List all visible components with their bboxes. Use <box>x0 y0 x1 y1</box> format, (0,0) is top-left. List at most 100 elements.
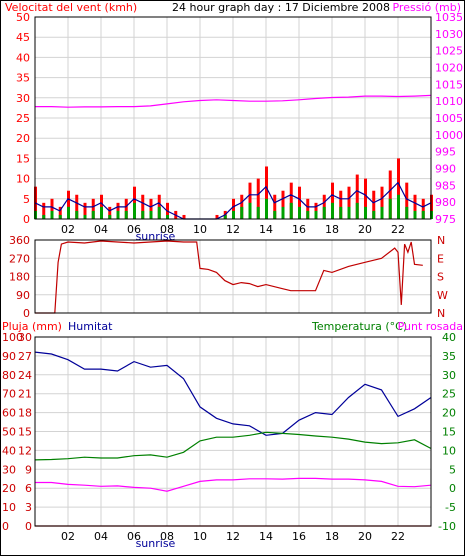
pressure-tick-label: 1030 <box>435 28 463 41</box>
pressure-axis-title: Pressió (mb) <box>392 1 461 14</box>
wind-speed-axis-title: Velocitat del vent (kmh) <box>5 1 137 14</box>
rain-tick-label: 15 <box>18 426 32 439</box>
pressure-tick-label: 980 <box>435 196 456 209</box>
wind-bar <box>306 198 310 219</box>
wind-bar <box>248 182 252 219</box>
humidity-tick-label: 30 <box>2 463 16 476</box>
x-tick-label: 20 <box>358 530 372 543</box>
wind-tick-label: 0 <box>23 213 30 226</box>
wind-tick-label: 35 <box>16 72 30 85</box>
x-tick-label: 02 <box>61 530 75 543</box>
wind-bar <box>58 206 62 219</box>
gust-bar <box>248 202 252 219</box>
direction-tick-label: 180 <box>9 271 30 284</box>
x-tick-label: 20 <box>358 223 372 236</box>
rain-axis-title: Pluja (mm) <box>2 320 62 333</box>
gust-bar <box>355 202 359 219</box>
wind-bar <box>215 214 219 219</box>
gust-bar <box>42 214 46 219</box>
pressure-tick-label: 1000 <box>435 129 463 142</box>
x-tick-label: 08 <box>160 223 174 236</box>
humidity-tick-label: 50 <box>2 426 16 439</box>
temperature-plot-frame <box>34 336 432 527</box>
gust-bar <box>100 206 103 219</box>
wind-bar <box>289 182 293 219</box>
pressure-tick-label: 1035 <box>435 11 463 24</box>
gust-bar <box>256 206 260 219</box>
rain-tick-label: 9 <box>25 463 32 476</box>
wind-plot-frame <box>34 16 432 220</box>
temperature-tick-label: 25 <box>442 388 456 401</box>
rain-tick-label: 0 <box>25 520 32 533</box>
x-tick-label: 08 <box>160 530 174 543</box>
gust-bar <box>91 210 95 219</box>
wind-bar <box>413 194 417 219</box>
wind-pressure-panel: 0510152025303540455097598098599099510001… <box>16 11 463 243</box>
wind-tick-label: 25 <box>16 112 30 125</box>
x-tick-label: 06 <box>127 223 141 236</box>
x-tick-label: 04 <box>94 223 108 236</box>
x-tick-label: 16 <box>292 223 306 236</box>
gust-bar <box>83 214 87 219</box>
wind-bar <box>405 182 409 219</box>
gust-bar <box>289 202 293 219</box>
humidity-axis-title: Humitat <box>68 320 113 333</box>
x-tick-label: 22 <box>391 223 405 236</box>
gust-bar <box>108 214 112 219</box>
wind-bar <box>273 194 277 219</box>
humidity-tick-label: 70 <box>2 388 16 401</box>
humidity-tick-label: 60 <box>2 407 16 420</box>
wind-bar <box>364 178 367 219</box>
x-tick-label: 10 <box>193 223 207 236</box>
compass-label: N <box>437 307 445 320</box>
gust-bar <box>281 206 285 219</box>
gust-bar <box>157 206 161 219</box>
wind-bar <box>42 202 46 219</box>
temperature-tick-label: 40 <box>442 331 456 344</box>
temperature-tick-label: -10 <box>438 520 456 533</box>
direction-tick-label: 0 <box>23 307 30 320</box>
pressure-tick-label: 1010 <box>435 95 463 108</box>
wind-bar <box>108 206 112 219</box>
wind-bar <box>281 190 285 219</box>
wind-bar <box>232 198 235 219</box>
gust-bar <box>306 210 310 219</box>
temperature-tick-label: 0 <box>449 482 456 495</box>
wind-bar <box>372 190 376 219</box>
pressure-tick-label: 985 <box>435 179 456 192</box>
temperature-tick-label: 20 <box>442 407 456 420</box>
wind-bar <box>265 166 268 219</box>
gust-bar <box>347 206 351 219</box>
temperature-line <box>34 431 432 461</box>
wind-bar <box>388 170 392 219</box>
gust-bar <box>223 214 227 219</box>
gust-bar <box>67 206 70 219</box>
x-tick-label: 12 <box>226 223 240 236</box>
gust-bar <box>124 210 128 219</box>
wind-bar <box>75 194 79 219</box>
wind-bar <box>182 214 186 219</box>
gust-bar <box>166 214 169 219</box>
x-tick-label: 16 <box>292 530 306 543</box>
rain-tick-label: 3 <box>25 501 32 514</box>
wind-bar <box>124 198 128 219</box>
humidity-tick-label: 80 <box>2 369 16 382</box>
chart-title: 24 hour graph day : 17 Diciembre 2008 <box>172 1 390 14</box>
direction-tick-label: 270 <box>9 252 30 265</box>
wind-bar <box>50 198 54 219</box>
gust-bar <box>116 210 120 219</box>
pressure-tick-label: 1015 <box>435 78 463 91</box>
dewpoint-axis-title: Punt rosada <box>398 320 463 333</box>
x-tick-label: 14 <box>259 223 273 236</box>
gust-bar <box>372 210 376 219</box>
gust-bar <box>75 210 79 219</box>
compass-label: S <box>437 271 444 284</box>
rain-tick-label: 21 <box>18 388 32 401</box>
gust-bar <box>322 206 326 219</box>
compass-label: N <box>437 234 445 247</box>
wind-tick-label: 50 <box>16 11 30 24</box>
gust-bar <box>380 206 384 219</box>
gust-bar <box>364 206 367 219</box>
temperature-tick-label: 5 <box>449 463 456 476</box>
